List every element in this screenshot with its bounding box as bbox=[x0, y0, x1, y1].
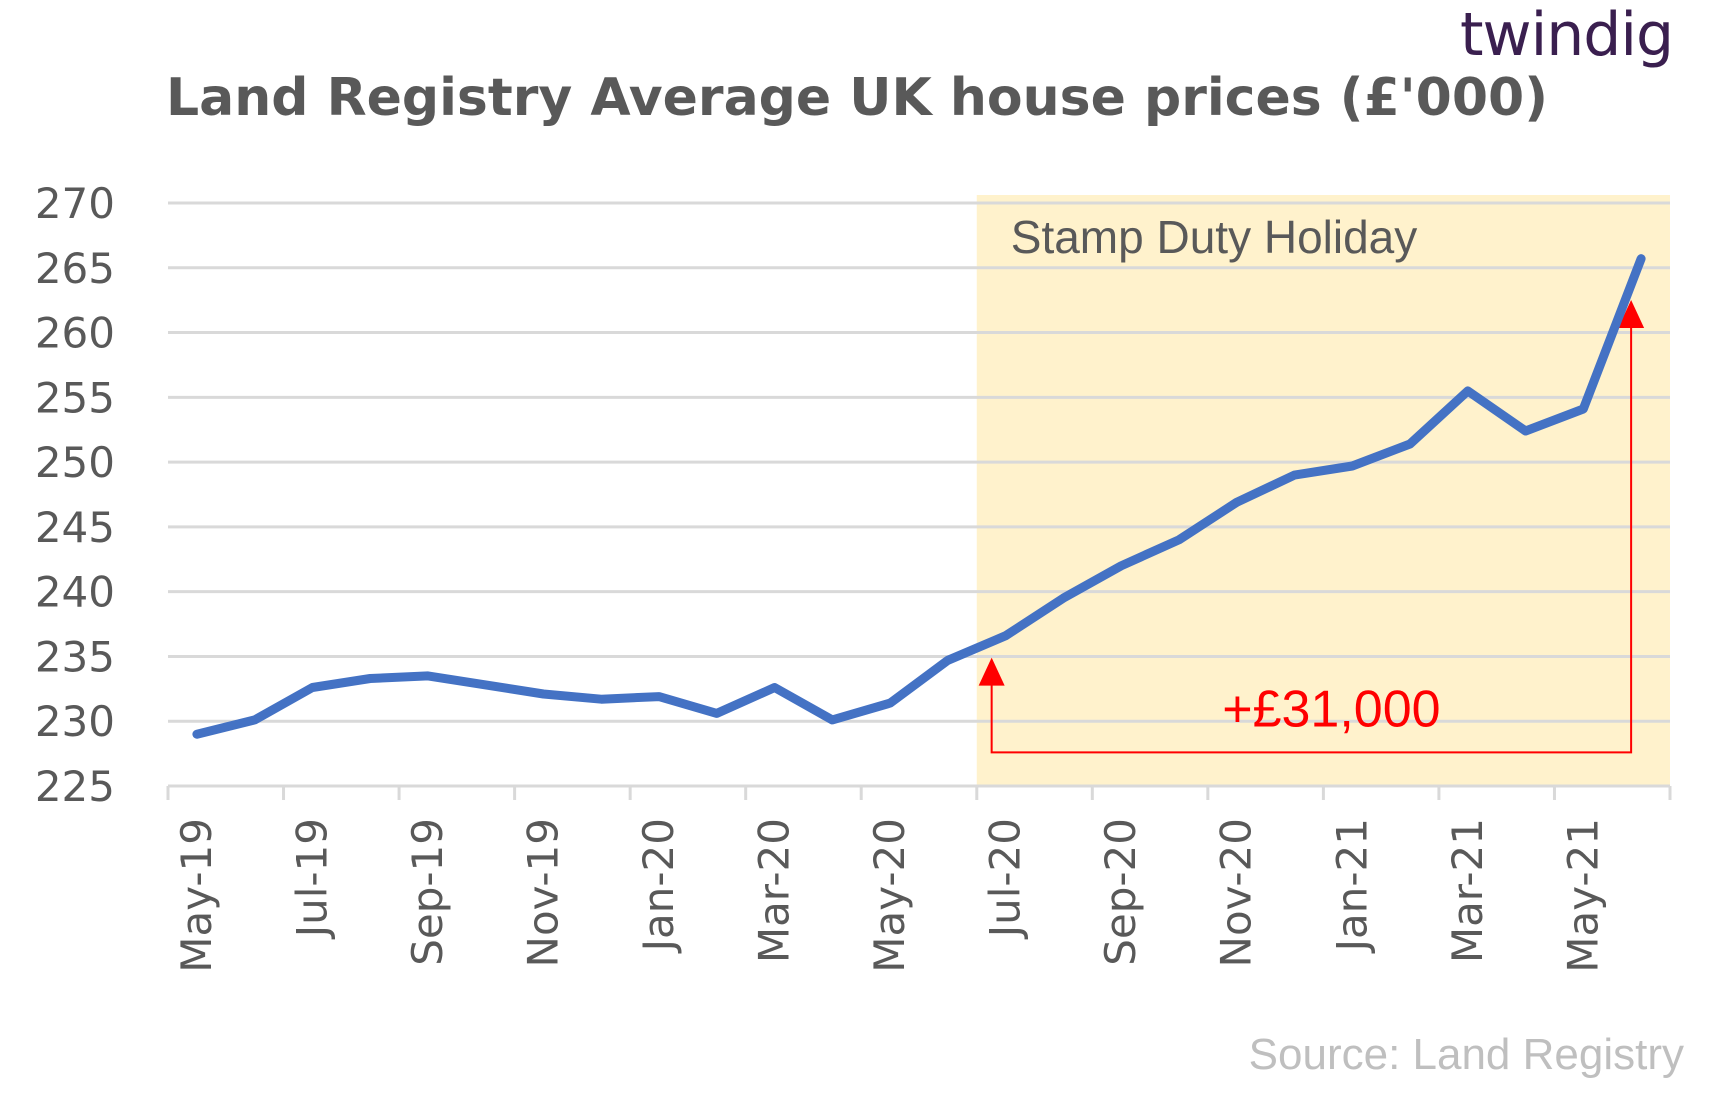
data-point bbox=[600, 698, 603, 701]
data-point bbox=[889, 702, 892, 705]
data-point bbox=[311, 686, 314, 689]
data-point bbox=[1004, 634, 1007, 637]
data-point bbox=[1351, 464, 1354, 467]
x-tick-label: Nov-19 bbox=[519, 818, 568, 967]
twindig-logo: twindig bbox=[1460, 0, 1674, 70]
price-series-line bbox=[192, 254, 1646, 739]
y-tick-label: 255 bbox=[35, 373, 115, 422]
x-tick-label: Mar-21 bbox=[1443, 818, 1492, 963]
x-tick-label: Mar-20 bbox=[750, 818, 799, 963]
y-tick-label: 240 bbox=[35, 568, 115, 617]
x-tick-label: Jan-21 bbox=[1327, 818, 1376, 954]
y-tick-label: 270 bbox=[35, 179, 115, 228]
annotation-arrow-right bbox=[1618, 300, 1645, 329]
data-point bbox=[426, 674, 429, 677]
x-tick-label: May-19 bbox=[172, 818, 221, 973]
x-tick-label: May-20 bbox=[865, 818, 914, 973]
data-point bbox=[658, 695, 661, 698]
data-point bbox=[253, 718, 256, 721]
data-point bbox=[1062, 597, 1065, 600]
data-point bbox=[195, 733, 198, 736]
data-point bbox=[369, 677, 372, 680]
source-note: Source: Land Registry bbox=[1248, 1030, 1684, 1079]
stamp-duty-band bbox=[976, 195, 1670, 786]
data-point bbox=[542, 693, 545, 696]
x-tick-label: Jan-20 bbox=[634, 818, 683, 954]
data-point bbox=[1293, 474, 1296, 477]
y-tick-label: 260 bbox=[35, 309, 115, 358]
data-point bbox=[1524, 430, 1527, 433]
x-tick-label: Jul-20 bbox=[981, 818, 1030, 940]
data-point bbox=[1235, 501, 1238, 504]
annotation-arrow-left bbox=[978, 657, 1005, 686]
x-tick-label: Sep-19 bbox=[403, 818, 452, 966]
data-point bbox=[1466, 389, 1469, 392]
data-point bbox=[715, 712, 718, 715]
data-point bbox=[831, 718, 834, 721]
x-tick-label: May-21 bbox=[1558, 818, 1607, 973]
chart-title: Land Registry Average UK house prices (£… bbox=[166, 68, 1548, 128]
annotation-label: +£31,000 bbox=[1222, 680, 1440, 738]
band-label: Stamp Duty Holiday bbox=[1011, 211, 1418, 263]
y-tick-label: 230 bbox=[35, 697, 115, 746]
data-point bbox=[946, 659, 949, 662]
data-point bbox=[484, 683, 487, 686]
y-tick-label: 245 bbox=[35, 503, 115, 552]
y-tick-label: 235 bbox=[35, 632, 115, 681]
x-tick-label: Nov-20 bbox=[1212, 818, 1261, 967]
x-tick-label: Sep-20 bbox=[1096, 818, 1145, 966]
annotation-bracket bbox=[990, 324, 1633, 754]
data-point bbox=[1177, 538, 1180, 541]
data-point bbox=[1409, 442, 1412, 445]
data-point bbox=[1582, 407, 1585, 410]
y-tick-label: 225 bbox=[35, 762, 115, 811]
y-tick-label: 250 bbox=[35, 438, 115, 487]
x-tick-label: Jul-19 bbox=[287, 818, 336, 940]
data-point bbox=[773, 686, 776, 689]
data-point bbox=[1640, 257, 1643, 260]
data-point bbox=[1120, 564, 1123, 567]
y-tick-label: 265 bbox=[35, 244, 115, 293]
